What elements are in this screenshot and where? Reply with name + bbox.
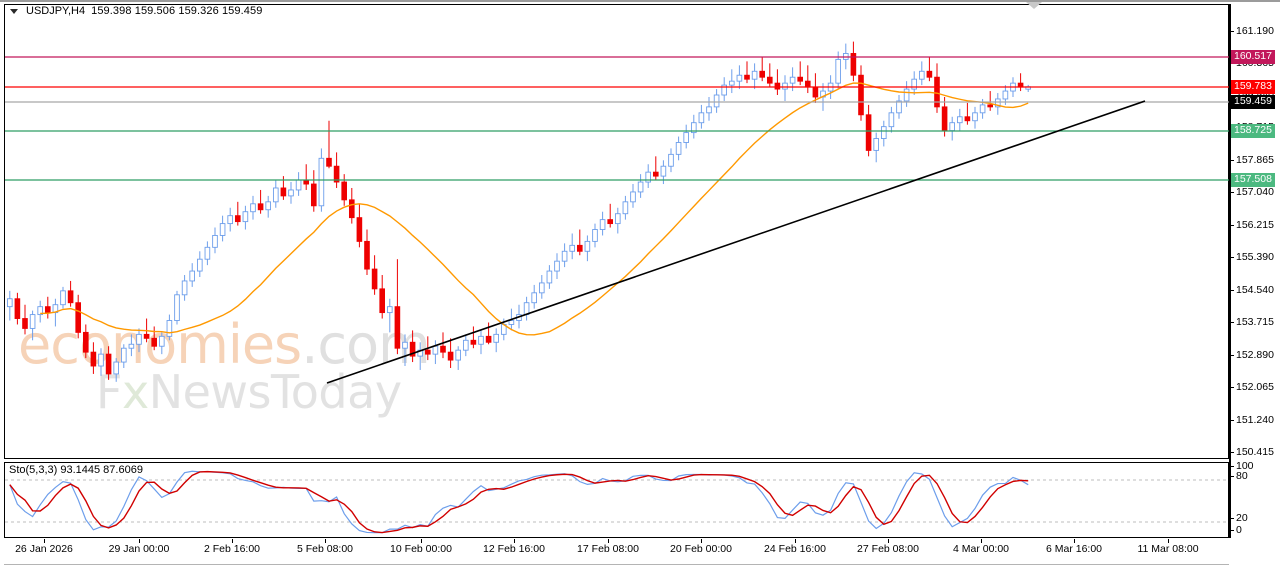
price-pane-border [4,4,1229,459]
indicator-label: Sto(5,3,3) 93.1445 87.6069 [9,464,143,476]
indicator-tick: 80 [1231,470,1248,482]
indicator-tick-label: 0 [1236,524,1242,536]
time-tick-mark [514,539,515,543]
time-axis-label: 24 Feb 16:00 [764,543,826,555]
ohlc-values: 159.398 159.506 159.326 159.459 [91,5,263,17]
time-tick-mark [139,539,140,543]
indicator-tick-label: 20 [1236,512,1248,524]
time-axis-label: 27 Feb 08:00 [857,543,919,555]
time-axis-label: 20 Feb 00:00 [670,543,732,555]
indicator-tick: 20 [1231,512,1248,524]
price-tick: 152.890 [1231,349,1274,361]
price-tick: 156.215 [1231,219,1274,231]
price-tick-label: 152.065 [1236,381,1274,393]
time-axis-label: 4 Mar 00:00 [952,543,1010,555]
price-badge-resistance[interactable]: 160.517 [1231,50,1275,64]
time-tick-mark [888,539,889,543]
price-tick-label: 152.890 [1236,349,1274,361]
time-tick-mark [44,539,45,543]
tick-mark [1231,354,1234,356]
price-tick: 152.065 [1231,381,1274,393]
tick-mark [1231,451,1234,453]
price-tick-label: 157.040 [1236,186,1274,198]
tick-mark [1231,191,1234,193]
indicator-tick-label: 80 [1236,470,1248,482]
tick-mark [1231,475,1234,477]
tick-mark [1231,256,1234,258]
time-tick-mark [1168,539,1169,543]
price-badge-resistance[interactable]: 159.783 [1231,80,1275,94]
chevron-down-icon[interactable] [10,8,18,14]
time-tick-mark [701,539,702,543]
time-axis-label: 11 Mar 08:00 [1137,543,1199,555]
price-tick: 161.190 [1231,25,1274,37]
time-tick-mark [1074,539,1075,543]
collapse-triangle-icon[interactable] [1026,2,1042,9]
symbol-timeframe-label: USDJPY,H4 [26,5,86,17]
time-tick-mark [795,539,796,543]
time-tick-mark [232,539,233,543]
price-tick-label: 153.715 [1236,316,1274,328]
time-axis-label: 2 Feb 16:00 [203,543,261,555]
tick-mark [1231,159,1234,161]
price-tick-label: 151.240 [1236,414,1274,426]
time-axis-label: 6 Mar 16:00 [1045,543,1103,555]
price-badge-support[interactable]: 158.725 [1231,124,1275,138]
time-axis-label: 10 Feb 00:00 [390,543,452,555]
time-tick-mark [325,539,326,543]
tick-mark [1231,321,1234,323]
price-tick: 153.715 [1231,316,1274,328]
price-tick: 150.415 [1231,446,1274,458]
indicator-scale-axis: 100 80 20 0 [1231,460,1280,540]
price-tick: 154.540 [1231,284,1274,296]
price-tick: 157.040 [1231,186,1274,198]
time-axis-label: 12 Feb 16:00 [483,543,545,555]
price-badge-support[interactable]: 157.508 [1231,173,1275,187]
time-axis[interactable]: 26 Jan 2026 29 Jan 00:00 2 Feb 16:00 5 Feb … [0,539,1229,563]
time-axis-border [4,540,1229,565]
time-tick-mark [608,539,609,543]
tick-mark [1231,386,1234,388]
price-tick-label: 161.190 [1236,25,1274,37]
price-tick-label: 154.540 [1236,284,1274,296]
time-axis-label: 29 Jan 00:00 [108,543,170,555]
price-tick-label: 155.390 [1236,251,1274,263]
indicator-tick: 100 [1231,460,1254,472]
price-tick: 151.240 [1231,414,1274,426]
tick-mark [1231,30,1234,32]
price-axis[interactable]: 161.190160.365159.540158.715157.865157.0… [1231,0,1280,540]
time-tick-mark [421,539,422,543]
tick-mark [1231,465,1234,467]
price-badge-last-price[interactable]: 159.459 [1231,95,1275,109]
price-tick-label: 156.215 [1236,219,1274,231]
price-tick: 155.390 [1231,251,1274,263]
axis-separator [1229,4,1231,538]
price-tick-label: 157.865 [1236,154,1274,166]
time-tick-mark [981,539,982,543]
indicator-tick: 0 [1231,524,1242,536]
price-tick-label: 150.415 [1236,446,1274,458]
tick-mark [1231,529,1234,531]
indicator-pane-border [4,462,1229,538]
chart-header: USDJPY,H4 159.398 159.506 159.326 159.45… [10,5,262,17]
tick-mark [1231,289,1234,291]
tick-mark [1231,419,1234,421]
tick-mark [1231,224,1234,226]
time-axis-label: 5 Feb 08:00 [296,543,354,555]
price-tick: 157.865 [1231,154,1274,166]
tick-mark [1231,517,1234,519]
time-axis-label: 17 Feb 08:00 [577,543,639,555]
indicator-tick-label: 100 [1236,460,1254,472]
time-axis-label: 26 Jan 2026 [15,543,73,555]
